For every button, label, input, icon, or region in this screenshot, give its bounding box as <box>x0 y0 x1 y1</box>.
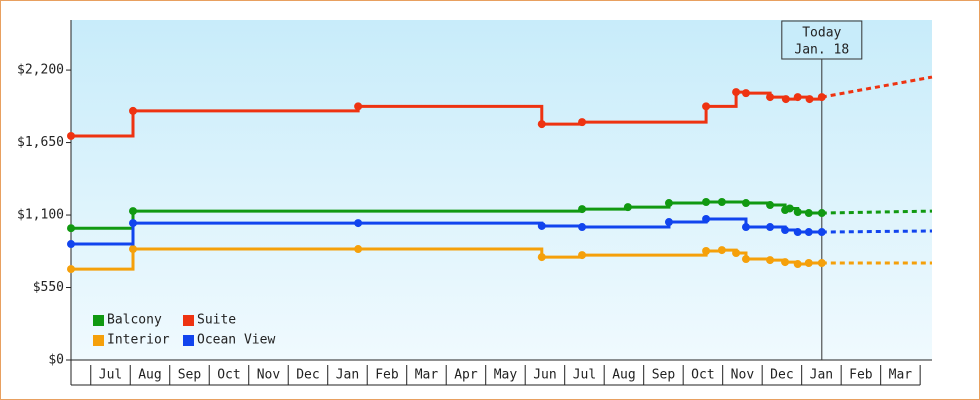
forecast-line <box>821 229 933 234</box>
data-point <box>578 251 587 260</box>
x-tick-label: Feb <box>849 368 873 383</box>
data-point <box>702 214 711 223</box>
legend-swatch <box>93 315 104 326</box>
data-point <box>354 219 363 228</box>
data-point <box>702 102 711 111</box>
data-point <box>129 245 138 254</box>
x-tick-label: Jul <box>573 368 596 383</box>
data-point <box>67 265 75 274</box>
today-box <box>781 20 863 60</box>
data-point <box>766 223 775 232</box>
data-point <box>781 226 790 235</box>
data-point <box>766 93 775 102</box>
data-point <box>793 93 802 102</box>
data-point <box>578 118 587 127</box>
forecast-line <box>821 209 933 215</box>
data-point <box>793 208 802 217</box>
data-point <box>129 106 138 115</box>
y-tick-label: $1,650 <box>17 135 64 150</box>
legend-label: Balcony <box>107 313 162 328</box>
x-tick-label: Jan <box>336 368 359 383</box>
x-tick-label: Jul <box>99 368 122 383</box>
x-tick-label: Jan <box>810 368 833 383</box>
plot-area <box>71 20 932 360</box>
y-tick-label: $1,100 <box>17 208 64 223</box>
data-point <box>664 218 673 227</box>
data-point <box>537 253 546 262</box>
x-tick-label: Dec <box>296 368 319 383</box>
data-point <box>67 224 75 233</box>
x-tick-label: Sep <box>652 368 676 383</box>
data-point <box>717 246 726 255</box>
legend-swatch <box>183 335 194 346</box>
data-point <box>781 95 790 104</box>
data-point <box>741 255 750 264</box>
data-point <box>804 209 813 218</box>
data-point <box>129 219 138 228</box>
legend-label: Interior <box>107 333 170 348</box>
x-tick-label: Nov <box>731 368 755 383</box>
data-point <box>717 197 726 206</box>
data-point <box>537 221 546 230</box>
data-point <box>805 95 814 104</box>
y-tick-label: $2,200 <box>17 63 64 78</box>
data-point <box>804 228 813 237</box>
x-tick-label: Feb <box>375 368 399 383</box>
forecast-line <box>821 75 933 99</box>
y-tick-label: $0 <box>48 353 64 368</box>
x-tick-label: Dec <box>770 368 793 383</box>
x-tick-label: Aug <box>612 368 635 383</box>
legend-label: Suite <box>197 313 236 328</box>
x-tick-label: Oct <box>217 368 240 383</box>
data-point <box>732 248 741 257</box>
x-tick-label: Aug <box>138 368 161 383</box>
x-tick-label: Jun <box>533 368 556 383</box>
x-tick-label: May <box>494 368 518 383</box>
x-tick-label: Apr <box>454 368 478 383</box>
data-point <box>354 102 363 111</box>
data-point <box>793 228 802 237</box>
data-point <box>766 256 775 265</box>
data-point <box>67 240 75 249</box>
data-point <box>785 204 794 213</box>
data-point <box>781 258 790 267</box>
x-tick-label: Mar <box>889 368 913 383</box>
x-tick-label: Mar <box>415 368 439 383</box>
data-point <box>537 120 546 129</box>
data-point <box>354 245 363 254</box>
data-point <box>741 223 750 232</box>
data-point <box>578 223 587 232</box>
x-tick-label: Oct <box>691 368 714 383</box>
data-point <box>793 260 802 269</box>
data-point <box>741 89 750 98</box>
legend-label: Ocean View <box>197 333 275 348</box>
data-point <box>804 259 813 268</box>
data-point <box>741 199 750 208</box>
y-tick-label: $550 <box>33 280 64 295</box>
x-tick-label: Nov <box>257 368 281 383</box>
data-point <box>578 205 587 214</box>
data-point <box>766 201 775 210</box>
data-point <box>664 199 673 208</box>
today-date: Jan. 18 <box>794 43 849 58</box>
data-point <box>67 131 75 140</box>
data-point <box>702 247 711 256</box>
today-label: Today <box>802 26 841 41</box>
legend-swatch <box>93 335 104 346</box>
data-point <box>732 88 741 97</box>
legend-swatch <box>183 315 194 326</box>
x-tick-label: Sep <box>178 368 202 383</box>
data-point <box>702 197 711 206</box>
data-point <box>129 207 138 216</box>
data-point <box>623 203 632 212</box>
